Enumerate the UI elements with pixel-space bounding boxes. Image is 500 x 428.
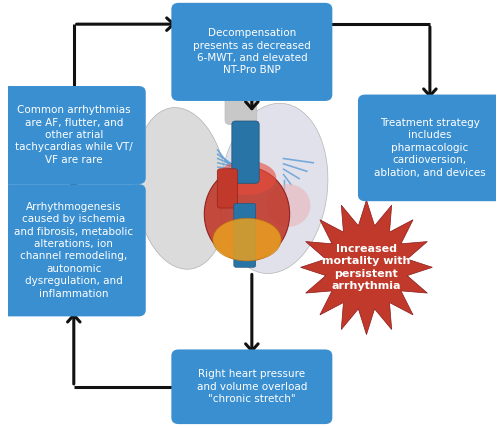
Ellipse shape <box>204 167 290 261</box>
Ellipse shape <box>213 218 281 261</box>
Ellipse shape <box>220 103 328 273</box>
FancyBboxPatch shape <box>234 203 256 268</box>
Ellipse shape <box>134 107 228 269</box>
FancyBboxPatch shape <box>172 3 332 101</box>
FancyBboxPatch shape <box>2 184 146 316</box>
Text: Arrhythmogenesis
caused by ischemia
and fibrosis, metabolic
alterations, ion
cha: Arrhythmogenesis caused by ischemia and … <box>14 202 134 299</box>
Text: Increased
mortality with
persistent
arrhythmia: Increased mortality with persistent arrh… <box>322 244 410 291</box>
Text: Right heart pressure
and volume overload
"chronic stretch": Right heart pressure and volume overload… <box>196 369 307 404</box>
Text: Decompensation
presents as decreased
6-MWT, and elevated
NT-Pro BNP: Decompensation presents as decreased 6-M… <box>193 28 310 75</box>
FancyBboxPatch shape <box>172 349 332 424</box>
Text: Common arrhythmias
are AF, flutter, and
other atrial
tachycardias while VT/
VF a: Common arrhythmias are AF, flutter, and … <box>15 105 132 165</box>
FancyBboxPatch shape <box>2 86 146 184</box>
FancyBboxPatch shape <box>225 30 256 125</box>
Polygon shape <box>300 200 432 335</box>
Ellipse shape <box>218 160 276 195</box>
FancyBboxPatch shape <box>232 121 259 183</box>
Text: Treatment strategy
includes
pharmacologic
cardioversion,
ablation, and devices: Treatment strategy includes pharmacologi… <box>374 118 486 178</box>
Ellipse shape <box>266 184 310 227</box>
FancyBboxPatch shape <box>358 95 500 201</box>
FancyBboxPatch shape <box>217 169 238 208</box>
